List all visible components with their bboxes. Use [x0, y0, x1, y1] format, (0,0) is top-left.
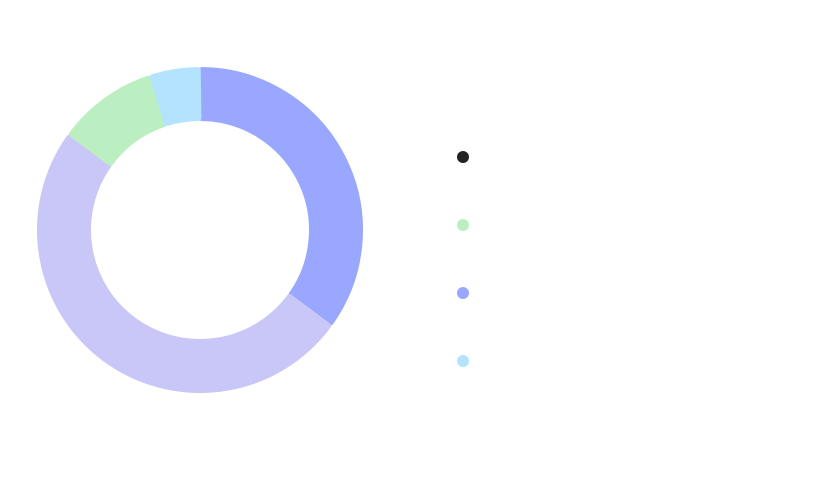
legend-dot: [457, 355, 469, 367]
legend-item[interactable]: [457, 355, 479, 367]
legend-item[interactable]: [457, 151, 479, 163]
donut-slice[interactable]: [198, 67, 363, 326]
legend-item[interactable]: [457, 219, 479, 231]
donut-slice[interactable]: [68, 75, 167, 166]
legend-dot: [457, 287, 469, 299]
donut-slice[interactable]: [149, 67, 202, 127]
donut-slice[interactable]: [37, 134, 332, 393]
legend-dot: [457, 151, 469, 163]
legend-dot: [457, 219, 469, 231]
chart-legend: [457, 151, 479, 367]
donut-chart: [37, 67, 363, 393]
legend-item[interactable]: [457, 287, 479, 299]
